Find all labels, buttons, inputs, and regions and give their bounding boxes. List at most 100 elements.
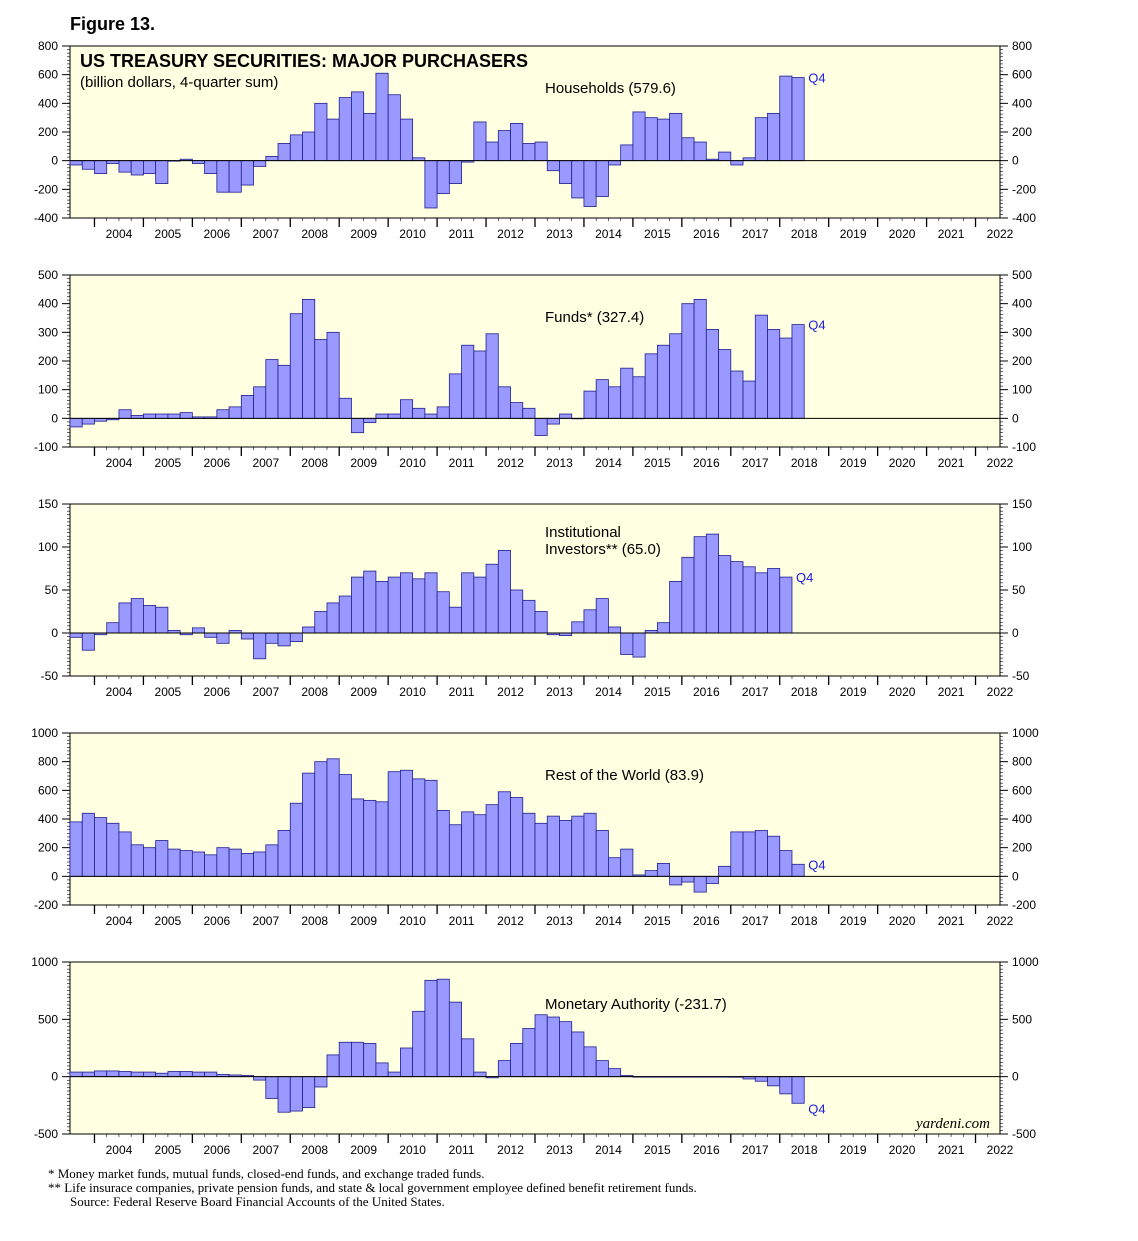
x-tick-label: 2004	[106, 685, 133, 699]
x-tick-label: 2017	[742, 1143, 769, 1157]
bar	[94, 160, 108, 174]
y-tick-label-right: 400	[1012, 812, 1032, 826]
y-tick-label-right: -200	[1012, 182, 1036, 196]
x-tick-label: 2006	[203, 685, 230, 699]
bar	[461, 344, 475, 419]
bar	[779, 75, 793, 162]
bar	[81, 812, 95, 877]
bar	[302, 1076, 316, 1109]
x-tick-label: 2022	[987, 1143, 1014, 1157]
x-tick-label: 2021	[938, 685, 965, 699]
x-tick-label: 2005	[155, 227, 182, 241]
x-tick-label: 2009	[350, 456, 377, 470]
x-tick-label: 2022	[987, 914, 1014, 928]
bar	[155, 1072, 169, 1078]
x-tick-label: 2018	[791, 456, 818, 470]
bar	[510, 123, 524, 162]
y-tick-label-left: 400	[38, 812, 58, 826]
x-tick-label: 2020	[889, 685, 916, 699]
y-tick-label-left: -500	[34, 1127, 58, 1141]
x-tick-label: 2006	[203, 1143, 230, 1157]
y-tick-label-right: 150	[1012, 497, 1032, 511]
bar	[473, 1071, 487, 1078]
bar	[461, 572, 475, 634]
bar	[204, 854, 218, 877]
x-tick-label: 2021	[938, 456, 965, 470]
bar	[559, 413, 573, 419]
bar	[424, 160, 438, 209]
bar	[204, 1071, 218, 1078]
y-tick-label-left: -200	[34, 182, 58, 196]
bar	[412, 578, 426, 634]
bar	[448, 160, 462, 185]
x-tick-label: 2009	[350, 227, 377, 241]
bar	[338, 397, 352, 419]
bar	[155, 840, 169, 877]
bar	[656, 622, 671, 634]
bar	[363, 799, 377, 877]
bar	[399, 572, 414, 634]
y-tick-label-left: 600	[38, 68, 58, 82]
bar	[767, 568, 781, 634]
x-tick-label: 2017	[742, 227, 769, 241]
bar	[485, 141, 499, 162]
x-tick-label: 2015	[644, 914, 671, 928]
x-tick-label: 2019	[840, 1143, 867, 1157]
bar	[179, 850, 193, 877]
bar	[448, 824, 462, 877]
bar	[69, 821, 83, 877]
bar	[436, 160, 450, 195]
x-tick-label: 2012	[497, 456, 524, 470]
x-tick-label: 2006	[203, 914, 230, 928]
footnote-institutional: ** Life insurace companies, private pens…	[48, 1180, 697, 1195]
bar	[779, 850, 793, 877]
q4-label: Q4	[808, 71, 825, 86]
bar	[240, 394, 254, 419]
bar	[767, 329, 781, 419]
bar	[399, 1047, 414, 1078]
x-tick-label: 2015	[644, 685, 671, 699]
x-tick-label: 2015	[644, 1143, 671, 1157]
y-tick-label-left: -200	[34, 898, 58, 912]
x-tick-label: 2014	[595, 685, 622, 699]
bar	[681, 303, 695, 419]
x-tick-label: 2019	[840, 456, 867, 470]
bar	[534, 1014, 548, 1078]
watermark-text: yardeni.com	[914, 1116, 990, 1132]
x-tick-label: 2009	[350, 685, 377, 699]
bar	[302, 131, 316, 162]
x-tick-label: 2019	[840, 685, 867, 699]
bar	[387, 576, 401, 634]
x-tick-label: 2012	[497, 685, 524, 699]
bar	[632, 632, 646, 658]
bar	[632, 376, 646, 419]
bar	[228, 406, 242, 419]
bar	[179, 412, 193, 419]
y-tick-label-right: 200	[1012, 354, 1032, 368]
bar	[522, 1028, 536, 1078]
bar	[608, 386, 622, 419]
chart-panel-1: -400 -400 -200 -200 0 0 200 200 400 400 600 600 800 8…	[34, 39, 1036, 241]
bar	[632, 111, 646, 162]
bar	[754, 314, 768, 419]
bar	[375, 413, 389, 419]
x-tick-label: 2012	[497, 1143, 524, 1157]
x-tick-label: 2008	[301, 914, 328, 928]
bar	[118, 602, 132, 634]
bar	[546, 1016, 560, 1078]
q4-label: Q4	[808, 1101, 825, 1116]
bar	[265, 1076, 279, 1099]
x-tick-label: 2016	[693, 914, 720, 928]
q4-label: Q4	[808, 857, 825, 872]
bar	[289, 802, 303, 877]
bar	[595, 379, 609, 419]
bar	[510, 797, 524, 877]
x-tick-label: 2008	[301, 1143, 328, 1157]
y-tick-label-left: 0	[51, 154, 58, 168]
x-tick-label: 2005	[155, 685, 182, 699]
bar	[69, 160, 83, 166]
bar	[399, 399, 414, 419]
footnotes: * Money market funds, mutual funds, clos…	[48, 1167, 697, 1209]
bar	[106, 1070, 120, 1078]
x-tick-label: 2016	[693, 685, 720, 699]
